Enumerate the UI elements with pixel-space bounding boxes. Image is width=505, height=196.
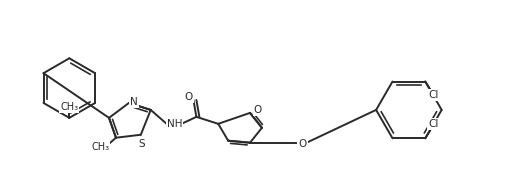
Text: Cl: Cl (428, 119, 438, 129)
Text: CH₃: CH₃ (91, 142, 109, 152)
Text: NH: NH (167, 119, 182, 129)
Text: N: N (130, 97, 138, 107)
Text: S: S (138, 139, 145, 149)
Text: CH₃: CH₃ (60, 102, 78, 112)
Text: O: O (298, 139, 307, 149)
Text: Cl: Cl (428, 90, 438, 100)
Text: O: O (184, 92, 192, 102)
Text: O: O (254, 105, 262, 115)
